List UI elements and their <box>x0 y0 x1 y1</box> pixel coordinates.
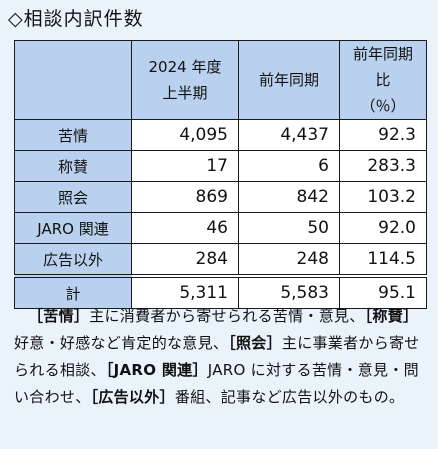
consultation-breakdown-table: 2024 年度 上半期 前年同期 前年同期比 （％） 苦情 4,095 4,43… <box>14 40 427 309</box>
term-complaint-desc: 主に消費者から寄せられる苦情・意見、 <box>89 307 365 325</box>
total-yoy-ratio: 95.1 <box>339 274 427 309</box>
row-label: 広告以外 <box>14 243 132 277</box>
current-count: 4,095 <box>131 119 239 151</box>
header-current-period-line2: 上半期 <box>162 84 208 102</box>
row-label: 称賛 <box>14 150 132 182</box>
yoy-ratio: 114.5 <box>339 243 427 277</box>
previous-count: 4,437 <box>238 119 340 151</box>
row-label: 苦情 <box>14 119 132 151</box>
row-label: 照会 <box>14 181 132 213</box>
term-praise: ［称賛］ <box>364 307 419 325</box>
yoy-ratio: 283.3 <box>339 150 427 182</box>
section-heading: ◇相談内訳件数 <box>8 8 144 30</box>
term-jaro-related: ［JARO 関連］ <box>105 361 208 379</box>
table-row: 称賛 17 6 283.3 <box>14 150 427 182</box>
table-header-row: 2024 年度 上半期 前年同期 前年同期比 （％） <box>14 40 427 120</box>
term-inquiry-desc: 主に事業者から寄せられる相談、 <box>14 334 420 379</box>
definitions-note: ［苦情］主に消費者から寄せられる苦情・意見、［称賛］ 好意・好感など肯定的な意見、… <box>14 303 430 411</box>
total-label: 計 <box>14 274 132 309</box>
current-count: 17 <box>131 150 239 182</box>
term-complaint: ［苦情］ <box>28 307 90 325</box>
current-count: 284 <box>131 243 239 277</box>
previous-count: 6 <box>238 150 340 182</box>
header-current-period-line1: 2024 年度 <box>148 58 222 76</box>
total-previous-count: 5,583 <box>238 274 340 309</box>
term-praise-desc: 好意・好感など肯定的な意見、 <box>14 334 229 352</box>
yoy-ratio: 92.0 <box>339 212 427 244</box>
yoy-ratio: 92.3 <box>339 119 427 151</box>
yoy-ratio: 103.2 <box>339 181 427 213</box>
previous-count: 50 <box>238 212 340 244</box>
current-count: 46 <box>131 212 239 244</box>
row-label: JARO 関連 <box>14 212 132 244</box>
term-non-advertising: ［広告以外］ <box>90 388 175 406</box>
header-current-period: 2024 年度 上半期 <box>131 40 239 120</box>
table-row: JARO 関連 46 50 92.0 <box>14 212 427 244</box>
term-jaro-related-desc: JARO に対する苦情・意見・問い合わせ、 <box>14 361 419 406</box>
previous-count: 842 <box>238 181 340 213</box>
table-row: 苦情 4,095 4,437 92.3 <box>14 119 427 151</box>
header-yoy-ratio-line2: （％） <box>360 97 406 115</box>
total-row: 計 5,311 5,583 95.1 <box>14 274 427 309</box>
current-count: 869 <box>131 181 239 213</box>
term-inquiry: ［照会］ <box>228 334 282 352</box>
header-yoy-ratio: 前年同期比 （％） <box>339 40 427 120</box>
header-yoy-ratio-line1: 前年同期比 <box>352 45 413 89</box>
previous-count: 248 <box>238 243 340 277</box>
table-row: 広告以外 284 248 114.5 <box>14 243 427 277</box>
term-non-advertising-desc: 番組、記事など広告以外のもの。 <box>174 388 405 406</box>
header-previous-period: 前年同期 <box>238 40 340 120</box>
header-corner-cell <box>14 40 132 120</box>
table-row: 照会 869 842 103.2 <box>14 181 427 213</box>
